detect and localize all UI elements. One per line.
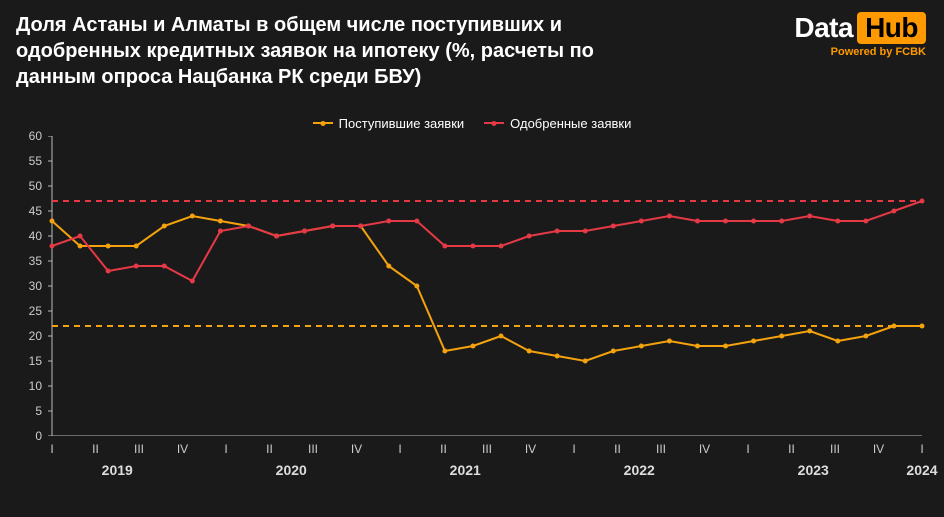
y-tick-label: 20 — [2, 329, 42, 343]
legend-swatch — [313, 122, 333, 124]
y-tick-label: 35 — [2, 254, 42, 268]
x-tick-label: II — [788, 442, 795, 456]
logo-block: DataHub Powered by FCBK — [794, 12, 926, 58]
logo-powered: Powered by FCBK — [794, 46, 926, 58]
x-year-label: 2020 — [276, 462, 307, 478]
legend-label: Одобренные заявки — [510, 116, 631, 131]
y-tick-label: 15 — [2, 354, 42, 368]
x-tick-label: II — [266, 442, 273, 456]
chart-title: Доля Астаны и Алматы в общем числе посту… — [16, 12, 656, 90]
x-year-label: 2022 — [624, 462, 655, 478]
y-tick-label: 30 — [2, 279, 42, 293]
x-tick-label: I — [572, 442, 575, 456]
x-tick-label: IV — [525, 442, 536, 456]
x-tick-label: I — [398, 442, 401, 456]
x-tick-label: I — [920, 442, 923, 456]
legend-swatch — [484, 122, 504, 124]
x-year-label: 2023 — [798, 462, 829, 478]
y-tick-label: 5 — [2, 404, 42, 418]
y-tick-label: 0 — [2, 429, 42, 443]
x-tick-label: III — [482, 442, 492, 456]
legend-item: Одобренные заявки — [484, 116, 631, 131]
legend: Поступившие заявки Одобренные заявки — [0, 112, 944, 131]
x-tick-label: IV — [177, 442, 188, 456]
logo: DataHub — [794, 12, 926, 44]
legend-label: Поступившие заявки — [339, 116, 465, 131]
chart: 051015202530354045505560IIIIIIIVIIIIIIIV… — [0, 130, 944, 500]
plot-area — [48, 136, 926, 436]
x-tick-label: II — [440, 442, 447, 456]
root: Доля Астаны и Алматы в общем числе посту… — [0, 0, 944, 517]
legend-item: Поступившие заявки — [313, 116, 465, 131]
x-tick-label: IV — [873, 442, 884, 456]
logo-box: Hub — [857, 12, 926, 44]
y-tick-label: 60 — [2, 129, 42, 143]
x-tick-label: III — [308, 442, 318, 456]
x-tick-label: II — [614, 442, 621, 456]
y-tick-label: 40 — [2, 229, 42, 243]
y-tick-label: 25 — [2, 304, 42, 318]
x-tick-label: IV — [699, 442, 710, 456]
plot-svg — [48, 136, 926, 436]
x-year-label: 2024 — [906, 462, 937, 478]
x-tick-label: III — [830, 442, 840, 456]
x-tick-label: III — [134, 442, 144, 456]
y-tick-label: 50 — [2, 179, 42, 193]
x-tick-label: I — [50, 442, 53, 456]
x-year-label: 2019 — [102, 462, 133, 478]
x-tick-label: I — [224, 442, 227, 456]
x-year-label: 2021 — [450, 462, 481, 478]
y-tick-label: 55 — [2, 154, 42, 168]
x-tick-label: IV — [351, 442, 362, 456]
x-tick-label: II — [92, 442, 99, 456]
x-tick-label: III — [656, 442, 666, 456]
x-tick-label: I — [746, 442, 749, 456]
y-tick-label: 45 — [2, 204, 42, 218]
logo-text: Data — [794, 12, 853, 43]
y-tick-label: 10 — [2, 379, 42, 393]
